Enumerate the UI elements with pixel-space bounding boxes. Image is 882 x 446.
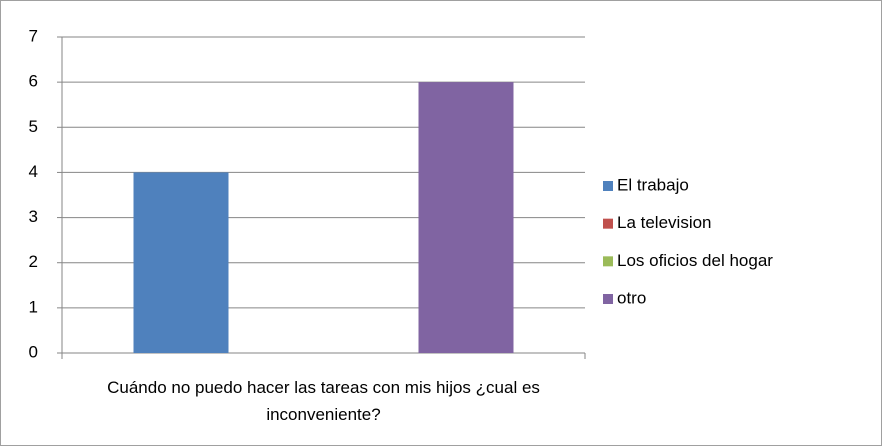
y-tick-label: 6 [29, 72, 38, 91]
bar [133, 172, 229, 353]
legend-label: Los oficios del hogar [617, 251, 773, 270]
y-tick-label: 2 [29, 252, 38, 271]
y-tick-label: 0 [29, 342, 38, 361]
y-tick-label: 3 [29, 207, 38, 226]
y-tick-label: 5 [29, 117, 38, 136]
legend-swatch [603, 256, 613, 267]
y-tick-label: 4 [29, 162, 38, 181]
y-tick-label: 7 [29, 26, 38, 45]
legend-label: El trabajo [617, 175, 689, 194]
legend-label: La television [617, 213, 712, 232]
bar [418, 82, 514, 354]
y-tick-label: 1 [29, 297, 38, 316]
legend-label: otro [617, 288, 646, 307]
legend-swatch [603, 181, 613, 191]
x-tick-label: Cuándo no puedo hacer las tareas con mis… [107, 378, 540, 424]
legend-swatch [603, 218, 613, 229]
legend-swatch [603, 294, 613, 304]
